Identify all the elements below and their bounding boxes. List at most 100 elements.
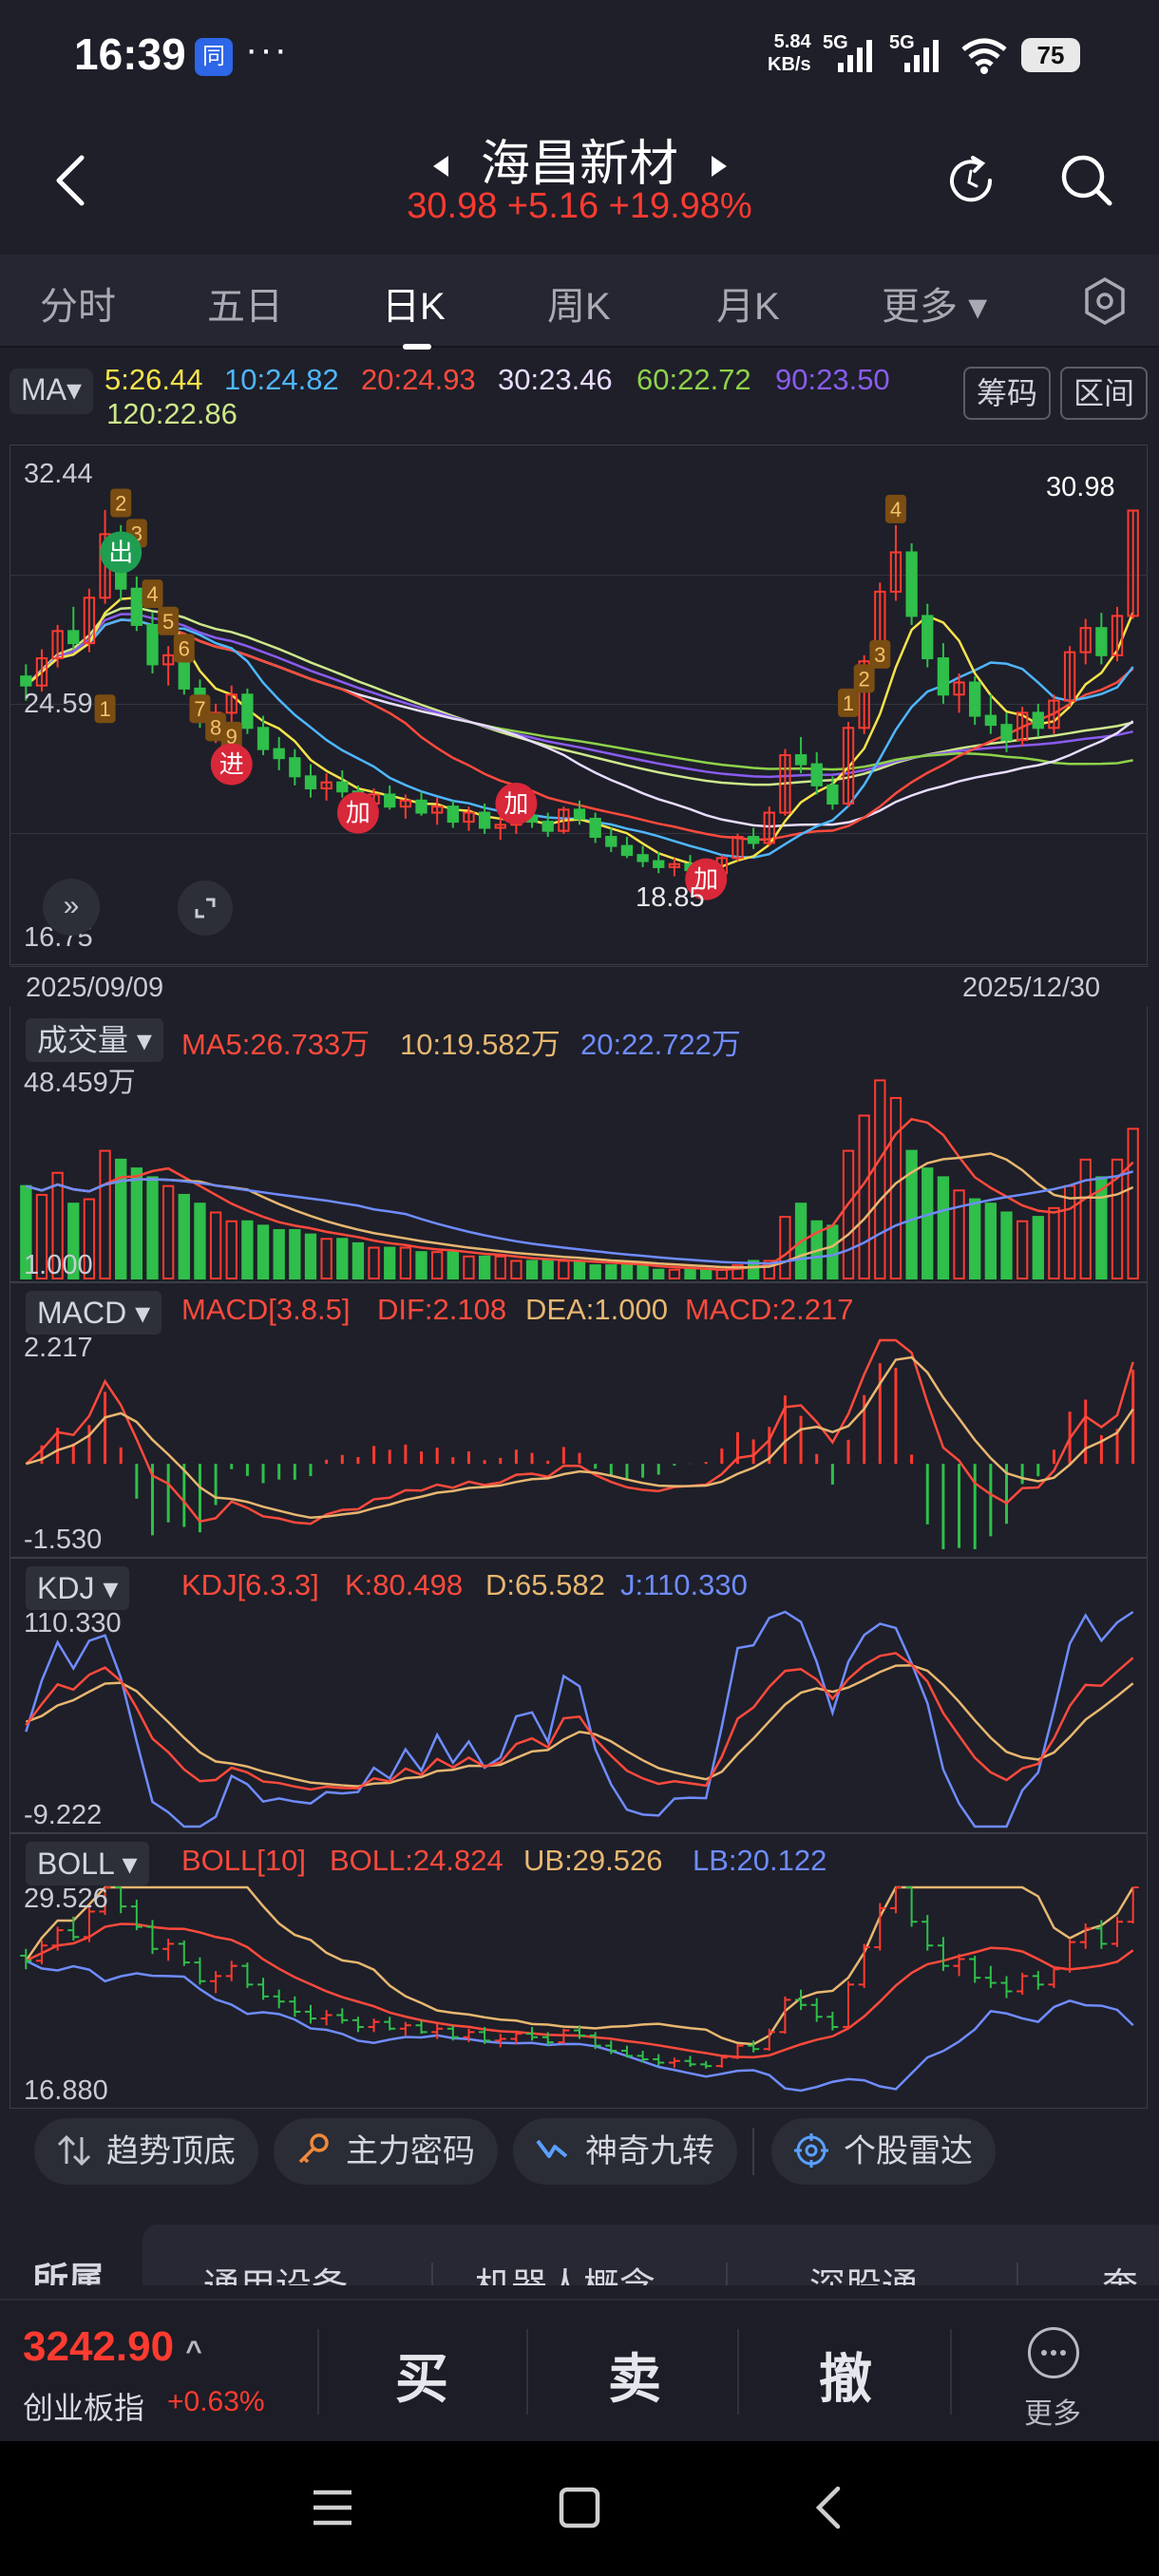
net-speed-value: 5.84: [773, 31, 811, 52]
ma-selector[interactable]: MA▾: [10, 369, 93, 414]
more-notifications-icon: ···: [245, 28, 289, 70]
boll-panel[interactable]: BOLL ▾ BOLL[10] BOLL:24.824 UB:29.526 LB…: [10, 1833, 1148, 2109]
divider: [317, 2329, 319, 2415]
more-label[interactable]: 更多: [1024, 2398, 1081, 2430]
home-icon[interactable]: [557, 2485, 602, 2530]
back-arrow-icon[interactable]: [49, 152, 93, 209]
tab-daily-k[interactable]: 日K: [382, 286, 446, 328]
vol-ma10: 10:19.582万: [400, 1028, 560, 1061]
tab-five-day[interactable]: 五日: [207, 286, 283, 328]
menu-icon[interactable]: [310, 2487, 355, 2529]
more-dots-icon[interactable]: [1028, 2327, 1079, 2378]
vol-min-label: 1.000: [24, 1250, 93, 1280]
fullscreen-icon[interactable]: [178, 881, 233, 936]
signal-badge: 加: [685, 858, 728, 900]
radar-icon: [794, 2133, 828, 2168]
seq-digit-marker: 1: [838, 688, 860, 717]
chip-label: 个股雷达: [844, 2133, 973, 2169]
search-icon[interactable]: [1056, 150, 1117, 211]
volume-bar: [1032, 1216, 1044, 1280]
tab-more[interactable]: 更多 ▾: [882, 286, 988, 328]
candle-body: [1095, 627, 1108, 656]
volume-bar: [525, 1260, 539, 1279]
candle-body: [130, 587, 143, 626]
volume-bar: [115, 1158, 127, 1280]
volume-bars[interactable]: [10, 1007, 1149, 1282]
volume-bar: [415, 1251, 428, 1280]
back-icon[interactable]: [806, 2485, 851, 2530]
kdj-k-line: [25, 1652, 1134, 1791]
divider: [526, 2329, 528, 2415]
seq-digit: 8: [210, 715, 221, 739]
index-value-text: 3242.90: [23, 2323, 175, 2370]
expand-chevrons-icon[interactable]: »: [43, 879, 100, 936]
kdj-chart[interactable]: [10, 1559, 1149, 1834]
next-stock-icon[interactable]: [708, 152, 731, 180]
seq-digit-bg: [869, 639, 891, 669]
candle-body: [336, 781, 349, 793]
boll-chart[interactable]: [10, 1834, 1149, 2110]
volume-selector[interactable]: 成交量 ▾: [26, 1018, 163, 1062]
ma90-value: 90:23.50: [775, 363, 890, 396]
signal-badge: 出: [100, 531, 142, 574]
signal-badge-circle: [495, 783, 538, 825]
tab-intraday[interactable]: 分时: [40, 286, 116, 328]
seq-digit-marker: 2: [110, 488, 132, 518]
buy-button[interactable]: 买: [395, 2349, 448, 2409]
ma30-value: 30:23.46: [498, 363, 613, 396]
chips-button[interactable]: 筹码: [963, 367, 1051, 420]
volume-bar: [1016, 1220, 1029, 1279]
divider: [1016, 2263, 1018, 2285]
cancel-order-button[interactable]: 撤: [819, 2349, 872, 2409]
refresh-icon[interactable]: [940, 150, 1001, 211]
kdj-selector[interactable]: KDJ ▾: [26, 1566, 130, 1610]
volume-panel[interactable]: 成交量 ▾ MA5:26.733万 10:19.582万 20:22.722万 …: [10, 1007, 1148, 1282]
kdj-panel[interactable]: KDJ ▾ KDJ[6.3.3] K:80.498 D:65.582 J:110…: [10, 1558, 1148, 1833]
sector-tag[interactable]: 机器人概念: [475, 2257, 656, 2285]
nine-turn-button[interactable]: 神奇九转: [513, 2118, 737, 2185]
prev-stock-icon[interactable]: [429, 152, 452, 180]
signal-badge: 加: [336, 791, 379, 834]
period-tabs: 分时 五日 日K 周K 月K 更多 ▾: [0, 255, 1159, 350]
seq-digit-marker: 2: [853, 664, 875, 693]
macd-max-label: 2.217: [24, 1333, 93, 1363]
ma90-line: [25, 613, 1133, 779]
signal-bars-icon: [838, 40, 872, 72]
volume-bar: [573, 1260, 586, 1279]
tab-monthly-k[interactable]: 月K: [716, 286, 780, 328]
candle-body: [1063, 651, 1076, 702]
macd-params: MACD[3.8.5]: [181, 1293, 351, 1326]
min-price-marker: 18.85: [636, 882, 705, 913]
volume-bar: [478, 1255, 491, 1280]
main-force-code-button[interactable]: 主力密码: [274, 2118, 498, 2185]
macd-dif: DIF:2.108: [377, 1293, 507, 1326]
boll-lower-line: [25, 1960, 1134, 2093]
sector-tag[interactable]: 奔驰: [1102, 2257, 1159, 2285]
trend-top-bottom-button[interactable]: 趋势顶底: [34, 2118, 258, 2185]
candle-body: [779, 754, 791, 814]
candle-body: [889, 551, 902, 593]
macd-selector[interactable]: MACD ▾: [26, 1291, 162, 1335]
vol-ma5-line: [25, 1117, 1134, 1271]
macd-chart[interactable]: [10, 1283, 1149, 1559]
volume-bar: [384, 1246, 396, 1279]
sector-tag[interactable]: 通用设备: [203, 2257, 348, 2285]
volume-bar: [620, 1264, 634, 1280]
sector-tag[interactable]: 深股通: [809, 2257, 918, 2285]
volume-bar: [922, 1167, 934, 1279]
range-button[interactable]: 区间: [1060, 367, 1148, 420]
candle-body: [573, 808, 586, 820]
seq-digit-bg: [220, 721, 242, 750]
stock-radar-button[interactable]: 个股雷达: [771, 2118, 996, 2185]
index-value[interactable]: 3242.90 ^: [23, 2323, 202, 2371]
settings-hexagon-icon[interactable]: [1081, 275, 1129, 327]
boll-selector[interactable]: BOLL ▾: [26, 1842, 149, 1885]
tab-weekly-k[interactable]: 周K: [547, 286, 611, 328]
sell-button[interactable]: 卖: [608, 2349, 661, 2409]
candle-body: [241, 693, 254, 729]
divider: [737, 2329, 739, 2415]
candle-body: [304, 775, 317, 790]
macd-panel[interactable]: MACD ▾ MACD[3.8.5] DIF:2.108 DEA:1.000 M…: [10, 1282, 1148, 1558]
